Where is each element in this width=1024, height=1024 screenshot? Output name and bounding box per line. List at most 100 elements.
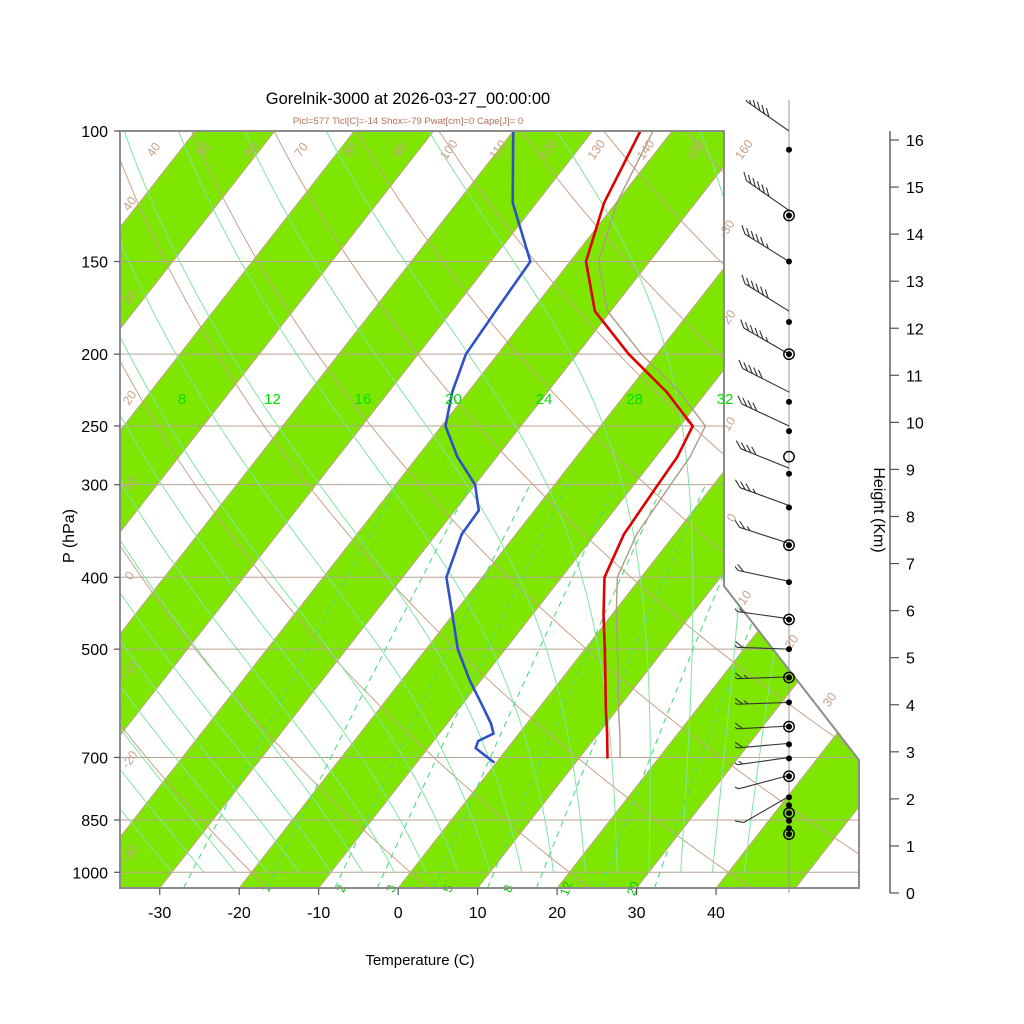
plot-frame <box>119 130 860 889</box>
height-axis-title: Height (Km) <box>870 467 887 552</box>
dry-adiabat <box>120 131 751 888</box>
mixing-ratio-line <box>432 484 617 888</box>
height-tick-label: 12 <box>906 321 924 338</box>
isotherm-label-top: 60 <box>242 140 261 159</box>
level-dot <box>786 741 792 748</box>
isotherm-label-top: 90 <box>390 140 409 159</box>
height-tick-label: 6 <box>906 604 915 621</box>
wind-barb <box>735 756 790 766</box>
shade-band <box>120 131 434 888</box>
shade-band <box>120 131 593 888</box>
level-dot <box>786 802 792 809</box>
level-dot <box>786 699 792 706</box>
level-dot <box>786 773 792 780</box>
wind-barb <box>735 722 790 730</box>
moist-adiabat <box>120 131 173 873</box>
dry-adiabat <box>120 131 268 888</box>
height-tick-label: 9 <box>906 462 915 479</box>
wind-barb <box>740 319 790 355</box>
isotherm <box>120 131 594 888</box>
dry-adiabat-label: 12 <box>264 391 281 408</box>
isotherm-label-top: 70 <box>292 140 311 159</box>
height-tick-label: 15 <box>906 180 924 197</box>
temperature-axis: -30 -20 -10 0 10 20 30 40 <box>148 888 725 922</box>
level-dot <box>786 212 792 219</box>
moist-adiabat <box>120 131 205 873</box>
wind-barb <box>743 171 790 211</box>
moist-adiabat <box>556 131 694 873</box>
temperature-tick-label: -30 <box>148 905 171 922</box>
height-tick-label: 2 <box>906 792 915 809</box>
wind-barb <box>735 641 790 650</box>
wind-barb <box>735 519 790 544</box>
dry-adiabat <box>191 131 859 888</box>
isotherm <box>715 131 859 888</box>
pressure-tick-label: 150 <box>81 255 108 272</box>
isotherm-label-left: 40 <box>120 194 139 213</box>
level-circle <box>783 613 795 626</box>
height-tick-label: 4 <box>906 698 915 715</box>
moist-adiabat <box>244 131 586 873</box>
isotherm-label-top: 50 <box>193 140 212 159</box>
mixing-ratio-line <box>334 484 531 888</box>
level-dot <box>786 831 792 838</box>
mixing-ratio-line <box>376 484 568 888</box>
wind-barb <box>735 795 790 823</box>
wind-barb <box>735 479 790 506</box>
temperature-tick-label: 30 <box>628 905 646 922</box>
level-circle <box>783 807 795 819</box>
dry-adiabat <box>120 131 590 888</box>
level-dot <box>786 146 792 153</box>
isotherm <box>159 131 753 888</box>
wind-barb <box>735 564 790 582</box>
level-circle <box>783 671 795 684</box>
level-dot <box>786 794 792 801</box>
isotherm-label-top: 40 <box>144 140 163 159</box>
height-tick-label: 10 <box>906 415 924 432</box>
moist-adiabat <box>120 131 459 873</box>
height-tick-label: 7 <box>906 557 915 574</box>
dry-adiabat-label: 20 <box>445 391 462 408</box>
pressure-tick-label: 1000 <box>72 865 108 882</box>
mixing-ratio-line <box>486 484 664 888</box>
isotherm-label-left: 30 <box>120 288 139 307</box>
moist-adiabat <box>123 131 523 873</box>
level-dot <box>786 646 792 653</box>
mixing-ratio-line <box>266 484 471 888</box>
level-dot <box>786 674 792 681</box>
moist-adiabat <box>120 131 332 873</box>
level-circle <box>783 209 795 222</box>
dewpoint-curve <box>444 131 532 764</box>
wind-barb <box>735 741 790 749</box>
isotherm <box>120 131 276 888</box>
height-tick-label: 14 <box>906 227 924 244</box>
wind-barb <box>741 225 790 263</box>
pressure-tick-label: 250 <box>81 419 108 436</box>
moist-adiabat <box>178 131 554 873</box>
temperature-axis-title: Temperature (C) <box>365 952 474 969</box>
dry-adiabat-label: 24 <box>536 391 553 408</box>
level-circle <box>783 720 795 733</box>
temperature-tick-label: -20 <box>228 905 251 922</box>
pressure-tick-label: 850 <box>81 813 108 830</box>
isotherm-label-right: 10 <box>735 588 754 607</box>
shade-band <box>120 131 752 888</box>
isotherm-label-left: 20 <box>120 388 139 407</box>
temperature-curve <box>584 131 694 759</box>
moist-adiabat <box>120 131 268 873</box>
isotherm-label-left: 10 <box>120 474 139 493</box>
level-circle <box>783 539 795 552</box>
isotherm-label-right: 30 <box>820 690 839 709</box>
wind-barbs <box>735 100 795 840</box>
dry-adiabat-label: 28 <box>626 391 643 408</box>
level-dot <box>786 351 792 358</box>
height-tick-label: 11 <box>906 368 923 385</box>
level-dot <box>786 817 792 824</box>
level-dot <box>786 810 792 817</box>
pressure-axis-title: P (hPa) <box>61 509 78 563</box>
wind-barb <box>738 359 790 393</box>
level-circle <box>783 828 795 840</box>
dry-adiabat <box>438 131 859 888</box>
wind-barb <box>741 274 790 312</box>
